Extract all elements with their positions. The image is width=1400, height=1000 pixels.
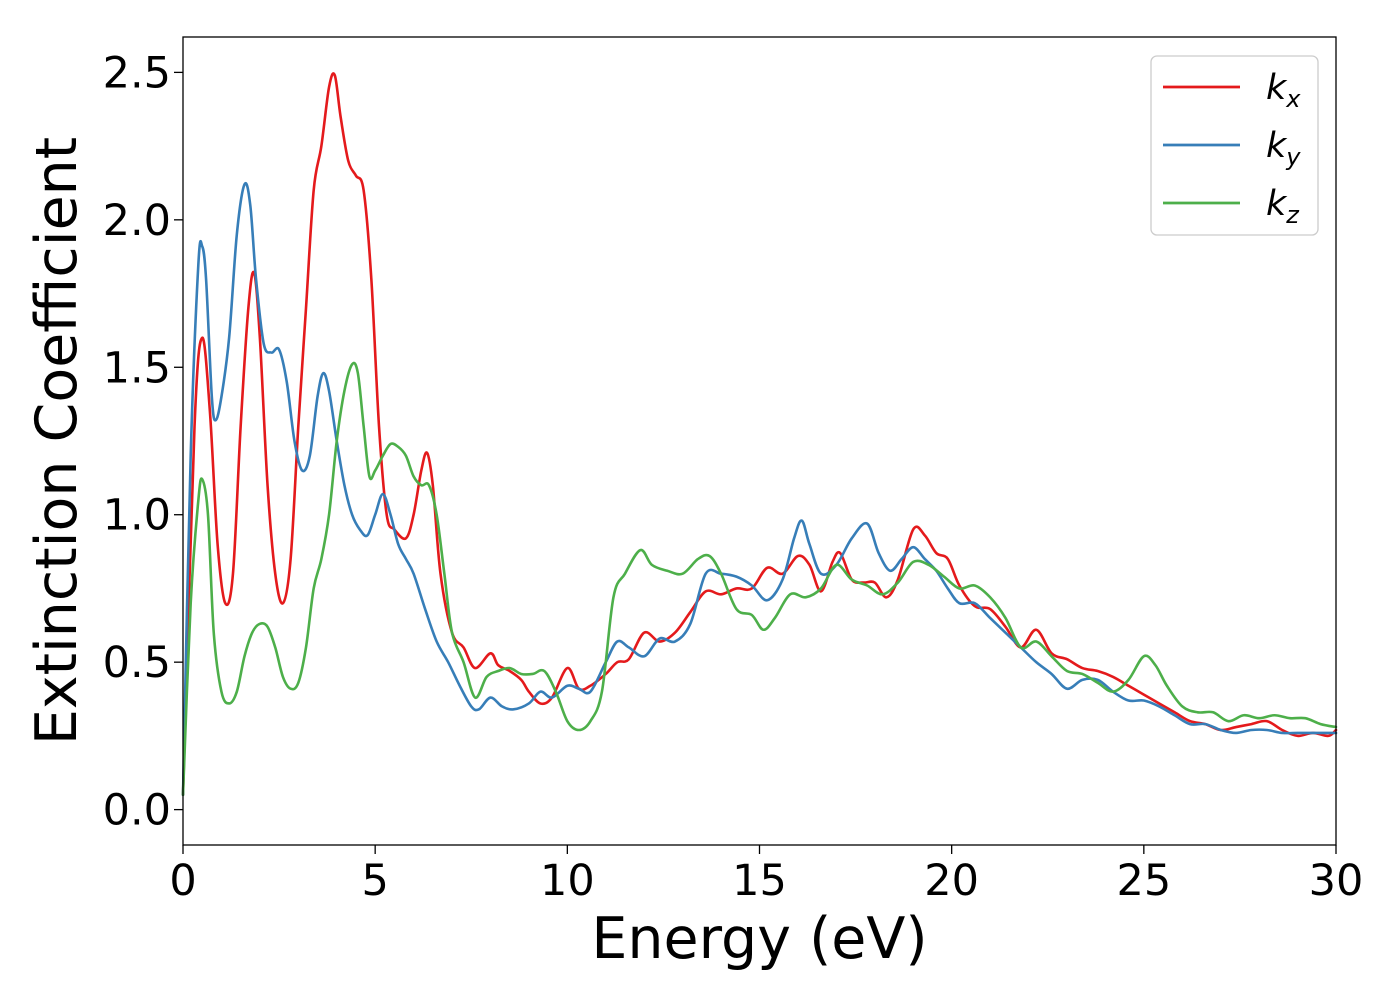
legend-label-subscript: x <box>1285 85 1301 113</box>
x-tick-label: 20 <box>924 856 979 906</box>
x-tick-label: 0 <box>169 856 196 906</box>
x-tick-label: 10 <box>540 856 595 906</box>
x-axis-title: Energy (eV) <box>591 906 927 972</box>
series-line-kx <box>181 72 1338 797</box>
series-layer <box>181 72 1338 797</box>
y-tick-label: 1.0 <box>103 491 171 541</box>
x-tick-label: 5 <box>361 856 388 906</box>
y-tick-label: 2.0 <box>103 196 171 246</box>
y-tick-label: 1.5 <box>103 343 171 393</box>
y-tick-label: 2.5 <box>103 48 171 98</box>
x-tick-label: 15 <box>732 856 787 906</box>
y-axis-title: Extinction Coefficient <box>24 137 90 745</box>
legend-label-subscript: z <box>1285 201 1300 229</box>
y-tick-label: 0.0 <box>103 786 171 836</box>
x-tick-label: 30 <box>1309 856 1364 906</box>
x-tick-label: 25 <box>1116 856 1171 906</box>
y-tick-label: 0.5 <box>103 638 171 688</box>
series-line-ky <box>181 181 1338 797</box>
x-axis: 0 5 10 15 20 25 30 <box>169 845 1363 906</box>
series-line-kz <box>181 361 1338 797</box>
legend-label-subscript: y <box>1285 143 1301 171</box>
y-axis: 0.0 0.5 1.0 1.5 2.0 2.5 <box>103 48 183 836</box>
